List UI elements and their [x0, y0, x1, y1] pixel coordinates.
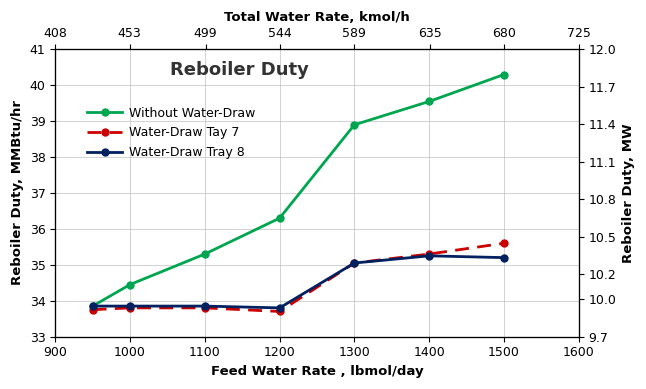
X-axis label: Total Water Rate, kmol/h: Total Water Rate, kmol/h: [224, 11, 410, 24]
Water-Draw Tray 8: [351, 261, 359, 265]
Without Water-Draw: [276, 216, 284, 221]
Legend: Without Water-Draw, Water-Draw Tay 7, Water-Draw Tray 8: Without Water-Draw, Water-Draw Tay 7, Wa…: [83, 102, 260, 164]
Water-Draw Tray 8: [201, 304, 209, 308]
Water-Draw Tray 8: [126, 304, 134, 308]
Without Water-Draw: [351, 123, 359, 127]
Water-Draw Tay 7: [201, 305, 209, 310]
Text: Reboiler Duty: Reboiler Duty: [171, 61, 309, 79]
Without Water-Draw: [425, 99, 433, 104]
Y-axis label: Reboiler Duty, MW: Reboiler Duty, MW: [622, 123, 635, 263]
Water-Draw Tray 8: [500, 255, 508, 260]
Water-Draw Tray 8: [89, 304, 96, 308]
Without Water-Draw: [126, 282, 134, 287]
X-axis label: Feed Water Rate , lbmol/day: Feed Water Rate , lbmol/day: [211, 365, 423, 378]
Water-Draw Tay 7: [126, 305, 134, 310]
Without Water-Draw: [500, 72, 508, 77]
Water-Draw Tay 7: [351, 261, 359, 265]
Water-Draw Tray 8: [276, 305, 284, 310]
Line: Water-Draw Tray 8: Water-Draw Tray 8: [89, 252, 507, 311]
Y-axis label: Reboiler Duty, MMBtu/hr: Reboiler Duty, MMBtu/hr: [11, 100, 24, 286]
Water-Draw Tay 7: [500, 241, 508, 245]
Water-Draw Tay 7: [276, 309, 284, 314]
Water-Draw Tay 7: [425, 252, 433, 256]
Line: Without Water-Draw: Without Water-Draw: [89, 71, 507, 310]
Water-Draw Tay 7: [89, 307, 96, 312]
Without Water-Draw: [201, 252, 209, 256]
Without Water-Draw: [89, 304, 96, 308]
Water-Draw Tray 8: [425, 254, 433, 258]
Line: Water-Draw Tay 7: Water-Draw Tay 7: [89, 240, 507, 315]
